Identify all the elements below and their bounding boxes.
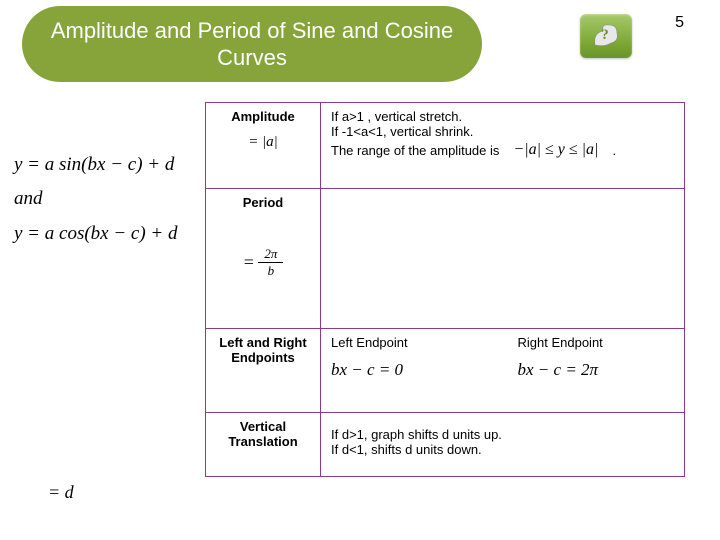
page-title: Amplitude and Period of Sine and Cosine … — [40, 17, 464, 72]
period-fraction: 2π b — [258, 246, 283, 279]
formula-sin: y = a sin(bx − c) + d — [14, 150, 199, 180]
table-row: Vertical Translation If d>1, graph shift… — [206, 413, 685, 477]
table-row: Amplitude = |a| If a>1 , vertical stretc… — [206, 103, 685, 189]
right-endpoint-label: Right Endpoint — [518, 335, 675, 350]
amplitude-line2: If -1<a<1, vertical shrink. — [331, 124, 674, 139]
formula-d: = d — [48, 482, 74, 503]
period-frac-den: b — [258, 263, 283, 279]
right-endpoint-eq: bx − c = 2π — [518, 360, 675, 380]
amplitude-label: Amplitude — [216, 109, 310, 124]
svg-text:?: ? — [601, 27, 609, 43]
title-pill: Amplitude and Period of Sine and Cosine … — [22, 6, 482, 82]
amplitude-line1: If a>1 , vertical stretch. — [331, 109, 674, 124]
formula-and: and — [14, 184, 199, 214]
amplitude-range: −|a| ≤ y ≤ |a| — [513, 141, 598, 159]
amplitude-dot: . — [612, 143, 616, 158]
left-endpoint-label: Left Endpoint — [331, 335, 488, 350]
amplitude-line3: The range of the amplitude is — [331, 143, 499, 158]
table-row: Left and Right Endpoints Left Endpoint b… — [206, 329, 685, 413]
left-endpoint-eq: bx − c = 0 — [331, 360, 488, 380]
endpoints-label: Left and Right Endpoints — [216, 335, 310, 365]
table-row: Period = 2π b — [206, 189, 685, 329]
period-label: Period — [216, 195, 310, 210]
vertical-line2: If d<1, shifts d units down. — [331, 442, 674, 457]
period-eq: = — [243, 252, 255, 272]
vertical-line1: If d>1, graph shifts d units up. — [331, 427, 674, 442]
formula-block: y = a sin(bx − c) + d and y = a cos(bx −… — [14, 150, 199, 249]
question-logo-icon: ? — [580, 14, 632, 58]
properties-table: Amplitude = |a| If a>1 , vertical stretc… — [205, 102, 685, 477]
period-frac-num: 2π — [258, 246, 283, 263]
amplitude-sub: = |a| — [216, 134, 310, 151]
page-number: 5 — [675, 14, 684, 32]
formula-cos: y = a cos(bx − c) + d — [14, 219, 199, 249]
vertical-label: Vertical Translation — [216, 419, 310, 449]
